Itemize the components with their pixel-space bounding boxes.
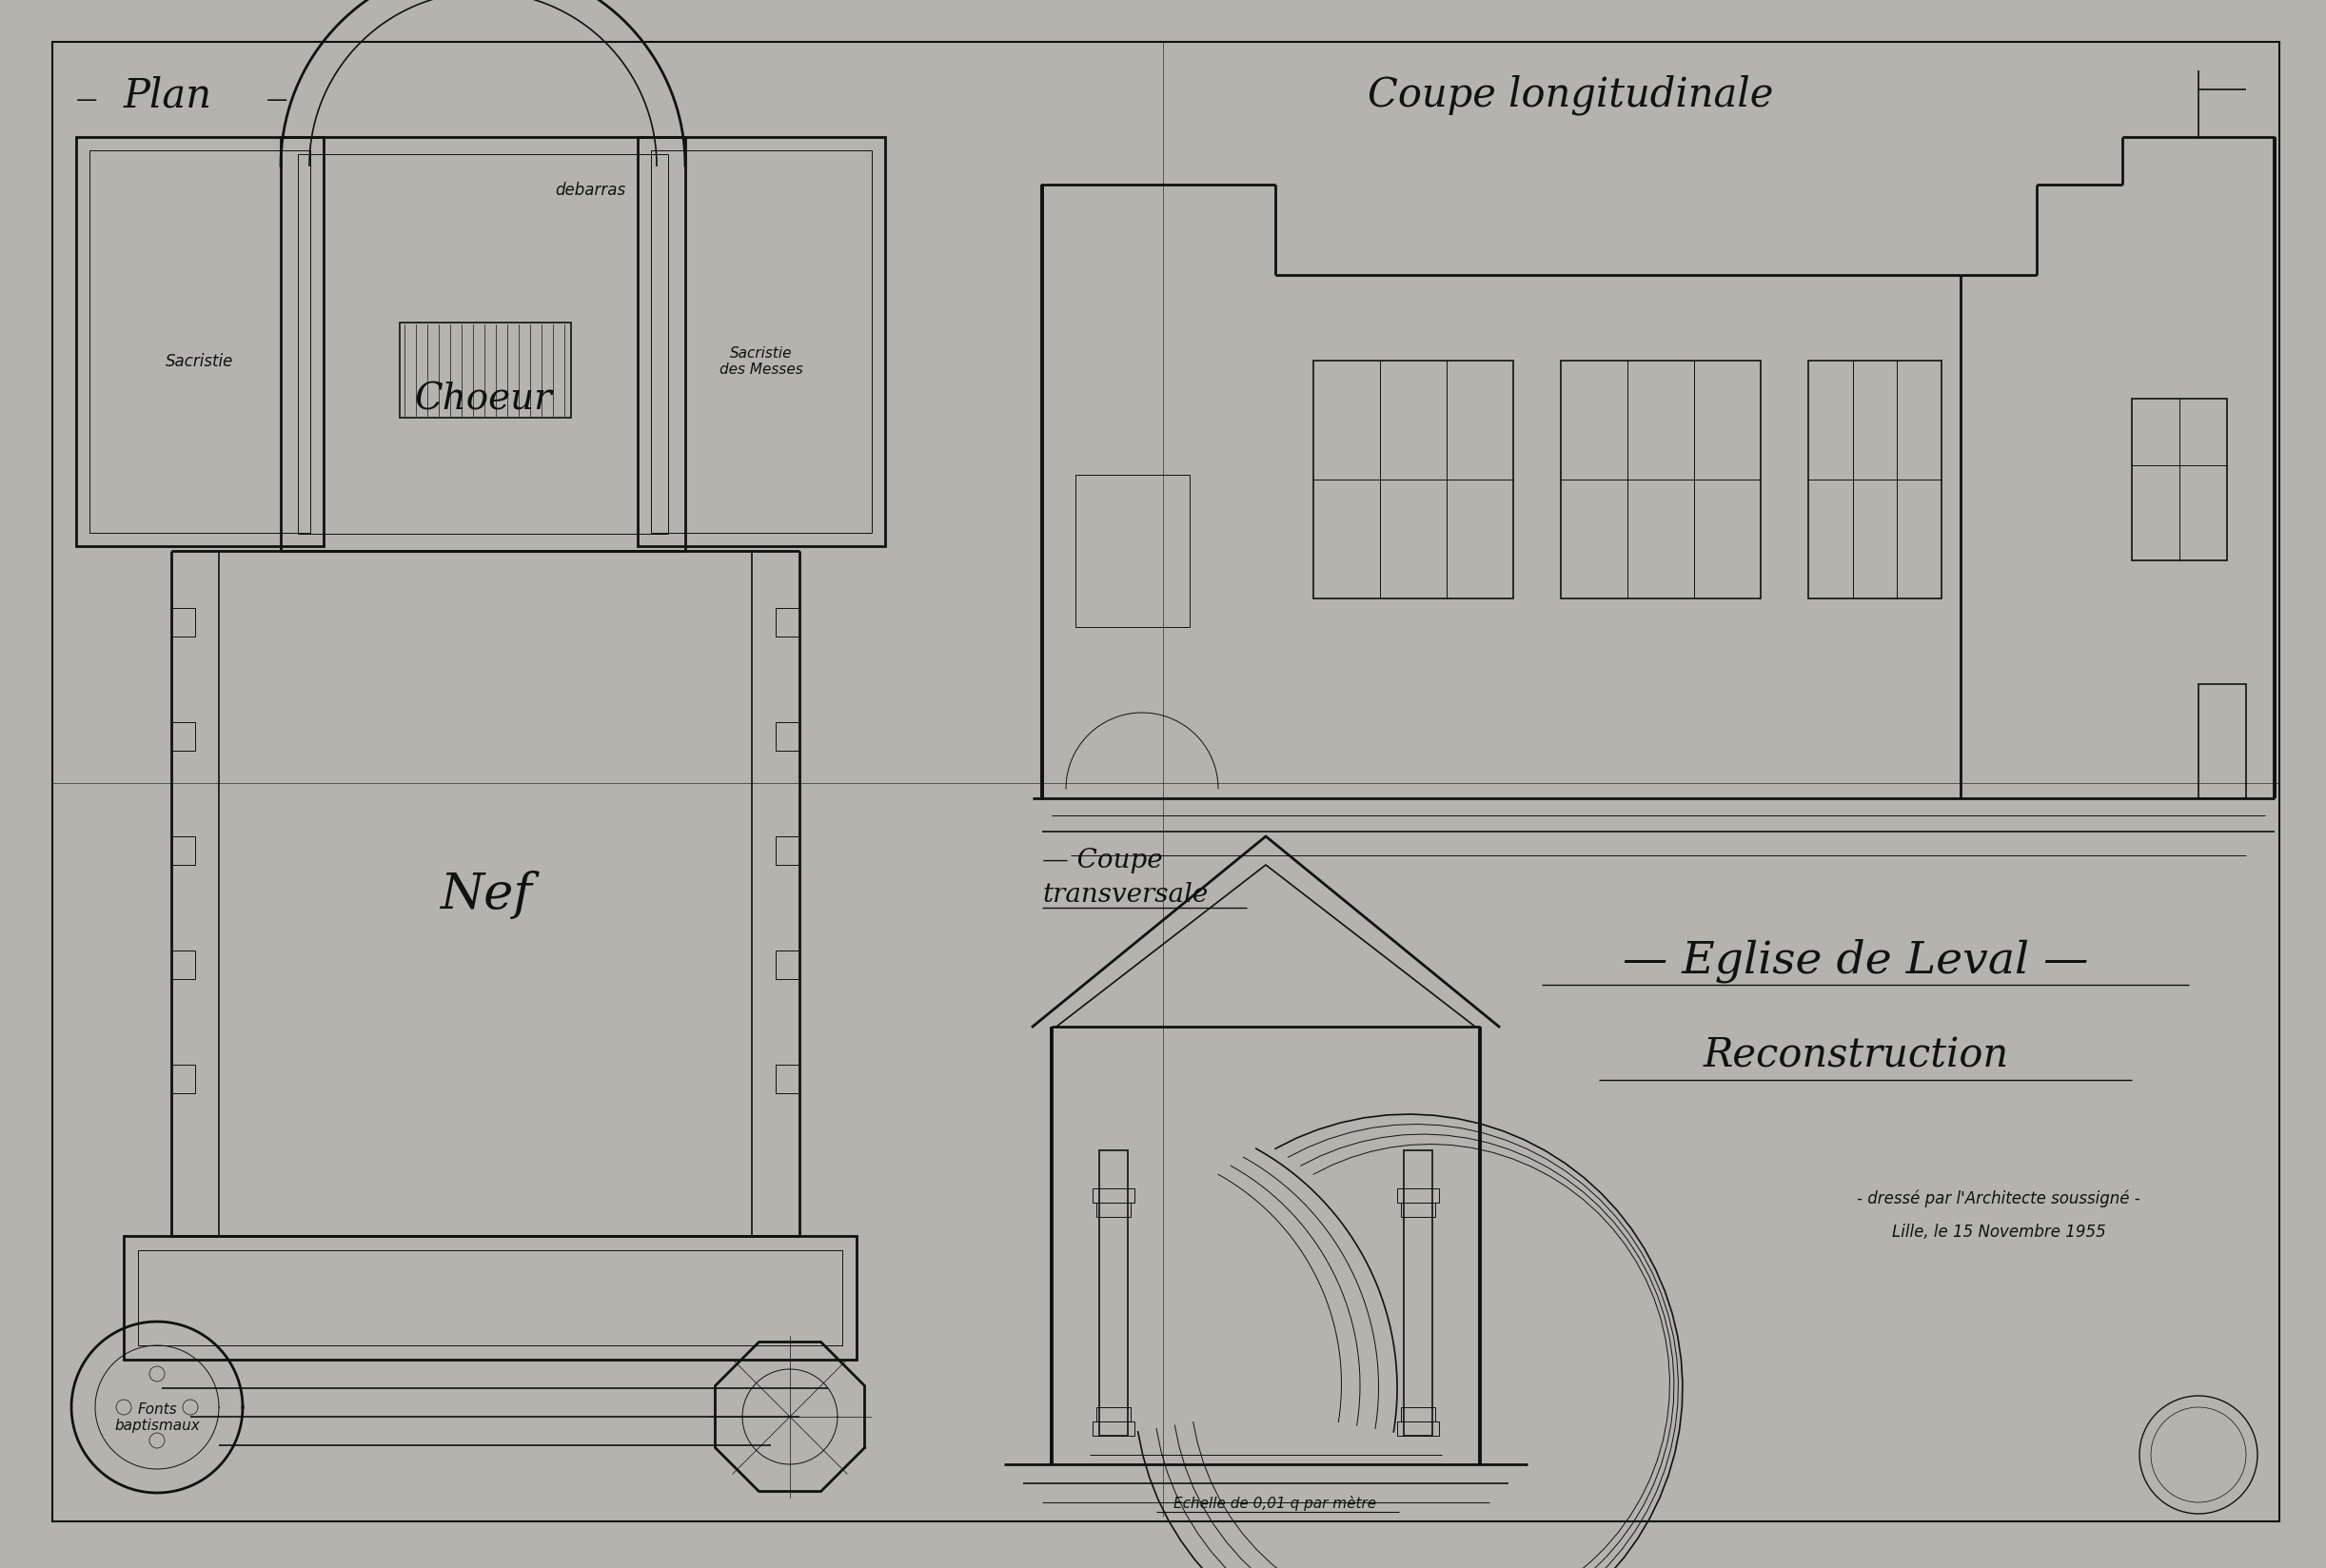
- Bar: [1100, 1151, 1128, 1436]
- Bar: [88, 151, 309, 533]
- Bar: [1561, 361, 1761, 599]
- Text: Plan: Plan: [123, 75, 212, 114]
- Text: Fonts
baptismaux: Fonts baptismaux: [114, 1402, 200, 1432]
- Bar: [1400, 1203, 1435, 1217]
- Text: Sacristie
des Messes: Sacristie des Messes: [719, 347, 802, 376]
- Bar: [123, 1236, 856, 1359]
- Bar: [1405, 1151, 1433, 1436]
- Text: Lille, le 15 Novembre 1955: Lille, le 15 Novembre 1955: [1891, 1223, 2105, 1240]
- Bar: [775, 1065, 800, 1093]
- Bar: [775, 837, 800, 866]
- Text: Echelle de 0,01 q par mètre: Echelle de 0,01 q par mètre: [1175, 1494, 1377, 1510]
- Bar: [77, 138, 323, 547]
- Text: Choeur: Choeur: [414, 381, 551, 417]
- Bar: [1314, 361, 1514, 599]
- Bar: [1398, 1422, 1440, 1436]
- Bar: [775, 950, 800, 980]
- Text: — Coupe: — Coupe: [1042, 848, 1163, 873]
- Text: Nef: Nef: [440, 870, 530, 919]
- Bar: [1400, 1408, 1435, 1422]
- Bar: [172, 837, 195, 866]
- Bar: [1075, 475, 1189, 627]
- Text: Coupe longitudinale: Coupe longitudinale: [1368, 75, 1772, 116]
- Bar: [281, 138, 686, 552]
- Bar: [2198, 685, 2247, 798]
- Text: — Eglise de Leval —: — Eglise de Leval —: [1624, 938, 2089, 983]
- Bar: [172, 950, 195, 980]
- Bar: [172, 723, 195, 751]
- Bar: [1096, 1203, 1130, 1217]
- Bar: [172, 608, 195, 637]
- Bar: [137, 1250, 842, 1345]
- Bar: [775, 608, 800, 637]
- Bar: [1093, 1422, 1135, 1436]
- Text: —: —: [77, 91, 98, 110]
- Bar: [1398, 1189, 1440, 1203]
- Text: —: —: [267, 91, 288, 110]
- Bar: [172, 1065, 195, 1093]
- Bar: [400, 323, 570, 419]
- Bar: [1096, 1408, 1130, 1422]
- Bar: [2133, 400, 2226, 561]
- Text: debarras: debarras: [556, 182, 626, 199]
- Text: - dressé par l'Architecte soussigné -: - dressé par l'Architecte soussigné -: [1856, 1189, 2140, 1207]
- Text: Sacristie: Sacristie: [165, 353, 235, 370]
- Bar: [1093, 1189, 1135, 1203]
- Bar: [651, 151, 872, 533]
- Bar: [1807, 361, 1942, 599]
- Bar: [637, 138, 886, 547]
- Bar: [298, 155, 668, 535]
- Text: Reconstruction: Reconstruction: [1703, 1035, 2010, 1076]
- Bar: [775, 723, 800, 751]
- Text: transversale: transversale: [1042, 881, 1207, 906]
